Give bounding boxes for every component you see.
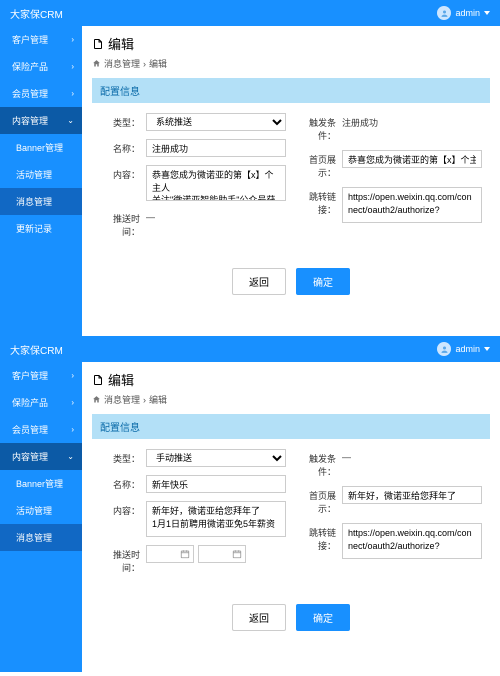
- section-header: 配置信息: [92, 414, 490, 439]
- back-button[interactable]: 返回: [232, 604, 286, 631]
- sidebar-item-label: 更新记录: [16, 222, 52, 235]
- sidebar: 客户管理 › 保险产品 › 会员管理 › 内容管理 ⌄ Banner管理活动管理消息管理: [0, 362, 82, 672]
- topbar: 大家保CRM admin: [0, 336, 500, 362]
- trigger-label: 触发条件：: [296, 449, 336, 478]
- jump-link-label: 跳转链接：: [296, 187, 336, 216]
- sidebar-item[interactable]: 消息管理: [0, 188, 82, 215]
- chevron-down-icon: ⌄: [67, 452, 74, 461]
- username: admin: [455, 8, 480, 18]
- name-input[interactable]: [146, 139, 286, 157]
- homepage-input[interactable]: [342, 150, 482, 168]
- sidebar-item-label: 客户管理: [12, 369, 48, 382]
- chevron-right-icon: ›: [71, 425, 74, 434]
- submit-button[interactable]: 确定: [296, 604, 350, 631]
- push-time-label: 推送时间：: [100, 545, 140, 574]
- sidebar-item-label: Banner管理: [16, 141, 63, 154]
- type-label: 类型：: [100, 113, 140, 129]
- sidebar-item-label: 消息管理: [16, 531, 52, 544]
- sidebar-item[interactable]: 保险产品 ›: [0, 53, 82, 80]
- sidebar-item-label: 客户管理: [12, 33, 48, 46]
- chevron-right-icon: ›: [71, 398, 74, 407]
- content-label: 内容：: [100, 165, 140, 181]
- username: admin: [455, 344, 480, 354]
- type-select[interactable]: 系统推送: [146, 113, 286, 131]
- sidebar-item[interactable]: 会员管理 ›: [0, 416, 82, 443]
- breadcrumb: 消息管理›编辑: [92, 393, 490, 406]
- topbar: 大家保CRM admin: [0, 0, 500, 26]
- homepage-label: 首页展示：: [296, 486, 336, 515]
- submit-button[interactable]: 确定: [296, 268, 350, 295]
- name-label: 名称：: [100, 475, 140, 491]
- brand: 大家保CRM: [10, 342, 63, 357]
- sidebar-item[interactable]: 更新记录: [0, 215, 82, 242]
- button-bar: 返回确定: [92, 248, 490, 305]
- push-time-label: 推送时间：: [100, 209, 140, 238]
- type-label: 类型：: [100, 449, 140, 465]
- sidebar-item-label: 保险产品: [12, 60, 48, 73]
- jump-link-textarea[interactable]: https://open.weixin.qq.com/connect/oauth…: [342, 187, 482, 223]
- brand: 大家保CRM: [10, 6, 63, 21]
- sidebar-item[interactable]: 内容管理 ⌄: [0, 443, 82, 470]
- content-textarea[interactable]: 恭喜您成为微诺亚的第【x】个主人 关注"微诺亚智能助手"公众号获取更多实时动态: [146, 165, 286, 201]
- avatar-icon: [437, 342, 451, 356]
- avatar-icon: [437, 6, 451, 20]
- sidebar-item[interactable]: 消息管理: [0, 524, 82, 551]
- breadcrumb: 消息管理›编辑: [92, 57, 490, 70]
- sidebar-item[interactable]: 活动管理: [0, 161, 82, 188]
- sidebar-item[interactable]: Banner管理: [0, 134, 82, 161]
- jump-link-label: 跳转链接：: [296, 523, 336, 552]
- sidebar-item[interactable]: 活动管理: [0, 497, 82, 524]
- chevron-down-icon: [484, 11, 490, 15]
- trigger-label: 触发条件：: [296, 113, 336, 142]
- button-bar: 返回确定: [92, 584, 490, 641]
- main-content: 编辑消息管理›编辑配置信息类型： 系统推送名称： 内容： 恭喜您成为微诺亚的第【x】个…: [82, 26, 500, 336]
- content-label: 内容：: [100, 501, 140, 517]
- sidebar-item-label: 会员管理: [12, 423, 48, 436]
- sidebar-item[interactable]: 会员管理 ›: [0, 80, 82, 107]
- trigger-value: —: [342, 449, 351, 462]
- sidebar: 客户管理 › 保险产品 › 会员管理 › 内容管理 ⌄ Banner管理活动管理消息管理更新记录: [0, 26, 82, 336]
- sidebar-item[interactable]: 内容管理 ⌄: [0, 107, 82, 134]
- sidebar-item[interactable]: 客户管理 ›: [0, 26, 82, 53]
- homepage-label: 首页展示：: [296, 150, 336, 179]
- sidebar-item-label: 保险产品: [12, 396, 48, 409]
- chevron-right-icon: ›: [71, 89, 74, 98]
- trigger-value: 注册成功: [342, 113, 378, 129]
- sidebar-item-label: 活动管理: [16, 504, 52, 517]
- sidebar-item-label: 活动管理: [16, 168, 52, 181]
- sidebar-item-label: 消息管理: [16, 195, 52, 208]
- chevron-down-icon: [484, 347, 490, 351]
- sidebar-item-label: Banner管理: [16, 477, 63, 490]
- sidebar-item[interactable]: 保险产品 ›: [0, 389, 82, 416]
- homepage-input[interactable]: [342, 486, 482, 504]
- date-end-input[interactable]: [198, 545, 246, 563]
- sidebar-item[interactable]: 客户管理 ›: [0, 362, 82, 389]
- page-title: 编辑: [92, 34, 490, 53]
- push-time-range: [146, 545, 246, 563]
- sidebar-item-label: 会员管理: [12, 87, 48, 100]
- content-textarea[interactable]: 新年好，微诺亚给您拜年了 1月1日前聘用微诺亚免5年薪资: [146, 501, 286, 537]
- jump-link-textarea[interactable]: https://open.weixin.qq.com/connect/oauth…: [342, 523, 482, 559]
- back-button[interactable]: 返回: [232, 268, 286, 295]
- main-content: 编辑消息管理›编辑配置信息类型： 手动推送名称： 内容： 新年好，微诺亚给您拜年了 1…: [82, 362, 500, 672]
- name-input[interactable]: [146, 475, 286, 493]
- user-menu[interactable]: admin: [437, 6, 490, 20]
- sidebar-item[interactable]: Banner管理: [0, 470, 82, 497]
- chevron-right-icon: ›: [71, 62, 74, 71]
- date-start-input[interactable]: [146, 545, 194, 563]
- name-label: 名称：: [100, 139, 140, 155]
- page-title: 编辑: [92, 370, 490, 389]
- push-time-value: —: [146, 209, 155, 222]
- sidebar-item-label: 内容管理: [12, 114, 48, 127]
- sidebar-item-label: 内容管理: [12, 450, 48, 463]
- section-header: 配置信息: [92, 78, 490, 103]
- chevron-right-icon: ›: [71, 35, 74, 44]
- type-select[interactable]: 手动推送: [146, 449, 286, 467]
- chevron-down-icon: ⌄: [67, 116, 74, 125]
- chevron-right-icon: ›: [71, 371, 74, 380]
- user-menu[interactable]: admin: [437, 342, 490, 356]
